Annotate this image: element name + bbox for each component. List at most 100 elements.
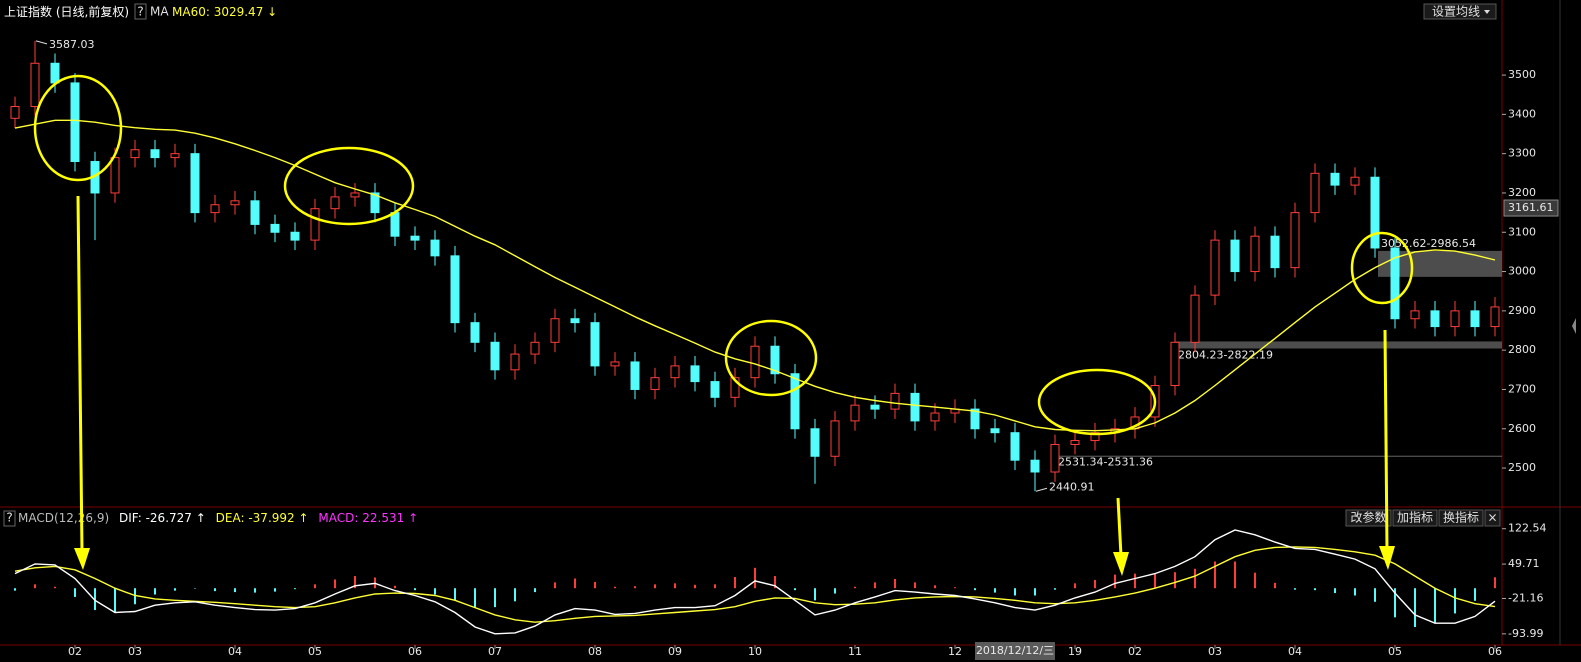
candle-body xyxy=(110,157,120,194)
candle-body xyxy=(70,82,80,163)
candle-body xyxy=(1290,212,1300,269)
candle-body xyxy=(1310,172,1320,214)
candle-body xyxy=(190,153,200,214)
highlight-circle xyxy=(1350,231,1414,305)
candle-body xyxy=(1070,440,1080,445)
close-button[interactable] xyxy=(1484,509,1501,527)
button[interactable] xyxy=(1392,509,1438,527)
line xyxy=(14,119,1496,432)
candle-body xyxy=(1250,235,1260,273)
candle-body xyxy=(1450,310,1460,328)
annotations xyxy=(33,74,1414,576)
candle-body xyxy=(410,235,420,241)
y-tick-label: 3500 xyxy=(1508,68,1536,81)
candle-body xyxy=(450,255,460,324)
candle-body xyxy=(770,345,780,375)
button-text[interactable]: 改参数 xyxy=(1350,510,1386,525)
candle-body xyxy=(730,377,740,398)
highlight-circle xyxy=(1037,368,1157,436)
legend-name: DIF: xyxy=(119,511,142,525)
candle-body xyxy=(630,361,640,390)
chart-header: 上证指数 (日线,前复权) xyxy=(4,4,129,19)
cursor-price: 3161.61 xyxy=(1508,201,1554,214)
candle-body xyxy=(530,341,540,355)
highlight-circle xyxy=(724,319,818,397)
y-tick-label: -21.16 xyxy=(1508,591,1543,604)
dropdown-arrow[interactable] xyxy=(1484,10,1490,14)
arrow xyxy=(76,195,84,553)
legend-trend: ↑ xyxy=(299,511,309,525)
ma-settings-text[interactable]: 设置均线 xyxy=(1432,5,1480,19)
macd-title: MACD(12,26,9) xyxy=(18,511,109,525)
candle-body xyxy=(370,192,380,214)
highlight-circle xyxy=(33,74,123,182)
candle-body xyxy=(930,412,940,422)
ma-settings-button[interactable] xyxy=(1423,3,1497,20)
y-tick-label: 49.71 xyxy=(1508,557,1540,570)
x-tick-label: 11 xyxy=(848,645,862,658)
cursor-date-box xyxy=(975,642,1055,660)
candle-body xyxy=(1370,176,1380,249)
candle-body xyxy=(510,353,520,371)
line xyxy=(14,529,1496,635)
candle-body xyxy=(810,428,820,457)
price-zone xyxy=(1055,455,1502,457)
candle-body xyxy=(390,212,400,237)
x-tick-label: 02 xyxy=(68,645,82,658)
candle-body xyxy=(610,361,620,367)
candle-body xyxy=(850,404,860,422)
candle-body xyxy=(870,404,880,410)
help-button[interactable] xyxy=(134,3,147,20)
x-tick-label: 06 xyxy=(1488,645,1502,658)
candle-body xyxy=(590,322,600,367)
legend-value: 22.531 xyxy=(362,511,404,525)
y-tick-label: 2600 xyxy=(1508,422,1536,435)
candle-body xyxy=(270,223,280,233)
candle-body xyxy=(1350,176,1360,186)
y-tick-label: 3400 xyxy=(1508,107,1536,120)
button[interactable] xyxy=(1438,509,1484,527)
arrow-head xyxy=(1113,552,1129,576)
cursor-price-box xyxy=(1503,199,1559,217)
candle-body xyxy=(1170,341,1180,387)
close-text[interactable]: × xyxy=(1487,511,1497,525)
help-text[interactable]: ? xyxy=(6,511,12,525)
legend-value: -26.727 xyxy=(146,511,192,525)
x-tick-label: 09 xyxy=(668,645,682,658)
y-tick-label: 2700 xyxy=(1508,382,1536,395)
candle-body xyxy=(750,345,760,379)
arrow-head xyxy=(1379,546,1395,570)
legend-value: 3029.47 xyxy=(214,5,264,19)
candle-body xyxy=(1030,459,1040,473)
leader xyxy=(1035,487,1048,492)
line xyxy=(14,546,1496,623)
candle-body xyxy=(490,341,500,371)
candle-body xyxy=(1090,432,1100,442)
candle-body xyxy=(230,200,240,206)
candle-body xyxy=(830,420,840,457)
candle-body xyxy=(1210,239,1220,296)
button-text[interactable]: 加指标 xyxy=(1397,510,1433,525)
cursor-date: 2018/12/12/三 xyxy=(976,644,1054,657)
legend-name: MACD: xyxy=(318,511,358,525)
help-text[interactable]: ? xyxy=(137,5,143,19)
candle-body xyxy=(290,231,300,241)
candle-body xyxy=(710,381,720,398)
candle-body xyxy=(1330,172,1340,186)
candle-body xyxy=(650,377,660,390)
button-text[interactable]: 换指标 xyxy=(1443,510,1479,525)
candle-body xyxy=(1490,306,1500,328)
zone-label: 2531.34-2531.36 xyxy=(1058,456,1153,469)
help-button[interactable] xyxy=(3,510,16,527)
button[interactable] xyxy=(1345,509,1392,527)
candle-body xyxy=(470,322,480,343)
candle-body xyxy=(790,373,800,430)
y-tick-label: 2800 xyxy=(1508,343,1536,356)
y-tick-label: 3200 xyxy=(1508,186,1536,199)
x-tick-label: 02 xyxy=(1128,645,1142,658)
candle-body xyxy=(890,392,900,410)
scroll-arrow[interactable] xyxy=(1572,318,1576,334)
x-tick-label: 12 xyxy=(948,645,962,658)
